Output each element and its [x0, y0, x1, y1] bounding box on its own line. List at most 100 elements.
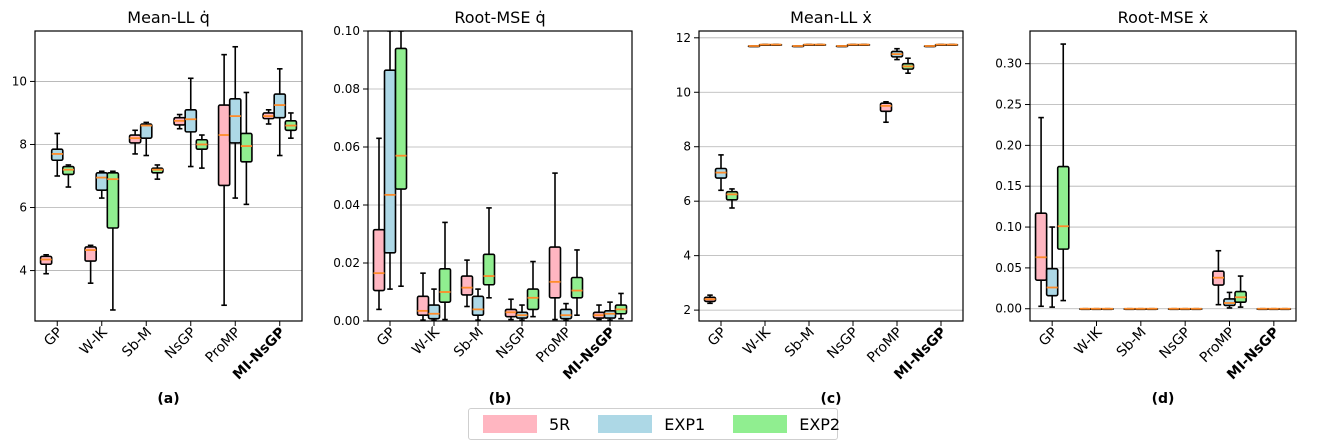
- box-exp1-mi-nsgp: [273, 68, 287, 157]
- box-exp1-w-ik: [1090, 307, 1103, 311]
- x-tick-label-promp: ProMP: [203, 325, 245, 367]
- panel-4: 0.00 0.05 0.10 0.15 0.20 0.25 0.30 GP W-IK Sb-M Ns…: [995, 8, 1297, 407]
- box-5r-sb-m: [791, 45, 805, 48]
- box-5r-w-ik: [747, 45, 761, 48]
- box-iqr: [427, 304, 441, 320]
- box-iqr: [184, 109, 198, 133]
- box-5r-w-ik: [416, 272, 430, 321]
- box-exp1-sb-m: [802, 43, 816, 47]
- box-5r-mi-nsgp: [262, 109, 275, 125]
- legend-label-5r: 5R: [549, 414, 571, 434]
- box-exp1-gp: [714, 154, 728, 192]
- box-exp2-mi-nsgp: [945, 43, 959, 47]
- box-exp2-w-ik: [1101, 307, 1114, 311]
- plot-area: [703, 43, 959, 305]
- box-5r-sb-m: [460, 259, 474, 308]
- x-tick-label-gp: GP: [41, 325, 66, 350]
- y-tick-label: 12: [676, 31, 691, 45]
- box-iqr: [228, 97, 242, 144]
- plot-area: [39, 45, 298, 311]
- box-5r-nsgp: [173, 113, 186, 130]
- y-tick-label: 8: [683, 140, 691, 154]
- y-tick-label: 0.30: [995, 57, 1022, 71]
- box-iqr: [1045, 267, 1059, 297]
- y-tick-label: 0.02: [333, 256, 360, 270]
- box-5r-gp: [372, 137, 386, 311]
- x-tick-label-w-ik: W-IK: [409, 324, 443, 358]
- box-exp2-gp: [1056, 43, 1070, 302]
- y-tick-label: 4: [683, 249, 691, 263]
- box-exp1-w-ik: [95, 170, 109, 199]
- box-exp2-gp: [725, 188, 739, 209]
- box-exp2-gp: [62, 164, 75, 188]
- box-exp2-w-ik: [769, 43, 783, 47]
- y-tick-label: 0.25: [995, 98, 1022, 112]
- chart-title: Mean-LL q̇: [127, 8, 209, 27]
- y-tick-label: 4: [19, 264, 27, 278]
- x-tick-label-nsgp: NsGP: [824, 325, 862, 363]
- panel-label: (c): [820, 391, 841, 407]
- box-exp1-sb-m: [139, 121, 153, 157]
- box-5r-nsgp: [1167, 307, 1181, 311]
- box-5r-promp: [1212, 249, 1225, 306]
- box-exp2-w-ik: [106, 170, 120, 311]
- legend-swatch-exp2: [733, 415, 788, 433]
- x-tick-label-promp: ProMP: [1197, 325, 1239, 367]
- box-5r-promp: [548, 172, 562, 321]
- x-tick-label-promp: ProMP: [533, 325, 575, 367]
- box-exp2-mi-nsgp: [284, 112, 298, 139]
- panel-label: (b): [489, 391, 512, 407]
- box-exp2-promp: [240, 91, 253, 206]
- y-tick-label: 0.15: [995, 179, 1022, 193]
- box-iqr: [559, 308, 573, 320]
- box-5r-promp: [879, 100, 893, 124]
- box-exp2-nsgp: [857, 43, 871, 47]
- box-exp1-gp: [50, 132, 64, 177]
- box-5r-w-ik: [84, 244, 97, 284]
- box-5r-sb-m: [1123, 307, 1137, 311]
- box-exp1-nsgp: [515, 304, 529, 321]
- y-tick-label: 0.20: [995, 138, 1022, 152]
- legend-label-exp1: EXP1: [664, 414, 706, 434]
- box-iqr: [139, 123, 153, 139]
- y-tick-label: 0.10: [333, 24, 360, 38]
- box-iqr: [1056, 165, 1070, 250]
- box-exp2-nsgp: [195, 134, 209, 169]
- y-tick-label: 0.10: [995, 220, 1022, 234]
- box-iqr: [570, 276, 584, 299]
- x-tick-label-gp: GP: [1036, 325, 1061, 350]
- plot-frame: [367, 30, 633, 322]
- box-5r-mi-nsgp: [592, 304, 606, 321]
- plot-frame: [698, 30, 964, 322]
- box-iqr: [725, 190, 739, 201]
- plot-frame: [1029, 30, 1297, 322]
- chart-title: Mean-LL ẋ: [790, 8, 872, 27]
- x-tick-label-nsgp: NsGP: [493, 325, 531, 363]
- legend-label-exp2: EXP2: [799, 414, 841, 434]
- x-tick-label-sb-m: Sb-M: [119, 325, 155, 361]
- x-tick-label-sb-m: Sb-M: [451, 325, 487, 361]
- box-exp2-mi-nsgp: [614, 292, 628, 320]
- x-tick-label-w-ik: W-IK: [1072, 324, 1106, 358]
- box-exp1-promp: [1223, 291, 1236, 309]
- box-exp1-w-ik: [427, 288, 441, 321]
- box-5r-gp: [703, 294, 717, 305]
- box-exp1-promp: [559, 302, 573, 321]
- chart-title: Root-MSE ẋ: [1118, 8, 1209, 27]
- box-5r-nsgp: [504, 298, 518, 321]
- box-iqr: [84, 246, 97, 262]
- box-exp1-sb-m: [471, 288, 485, 321]
- y-tick-label: 6: [683, 194, 691, 208]
- box-5r-gp: [1034, 116, 1048, 308]
- y-tick-label: 0.08: [333, 82, 360, 96]
- box-5r-mi-nsgp: [923, 45, 937, 48]
- chart-title: Root-MSE q̇: [454, 8, 545, 27]
- box-exp1-mi-nsgp: [603, 301, 617, 321]
- y-tick-label: 8: [19, 137, 27, 151]
- box-exp2-promp: [570, 249, 584, 317]
- box-exp1-mi-nsgp: [1267, 307, 1281, 311]
- y-tick-label: 2: [683, 303, 691, 317]
- box-5r-sb-m: [128, 129, 142, 155]
